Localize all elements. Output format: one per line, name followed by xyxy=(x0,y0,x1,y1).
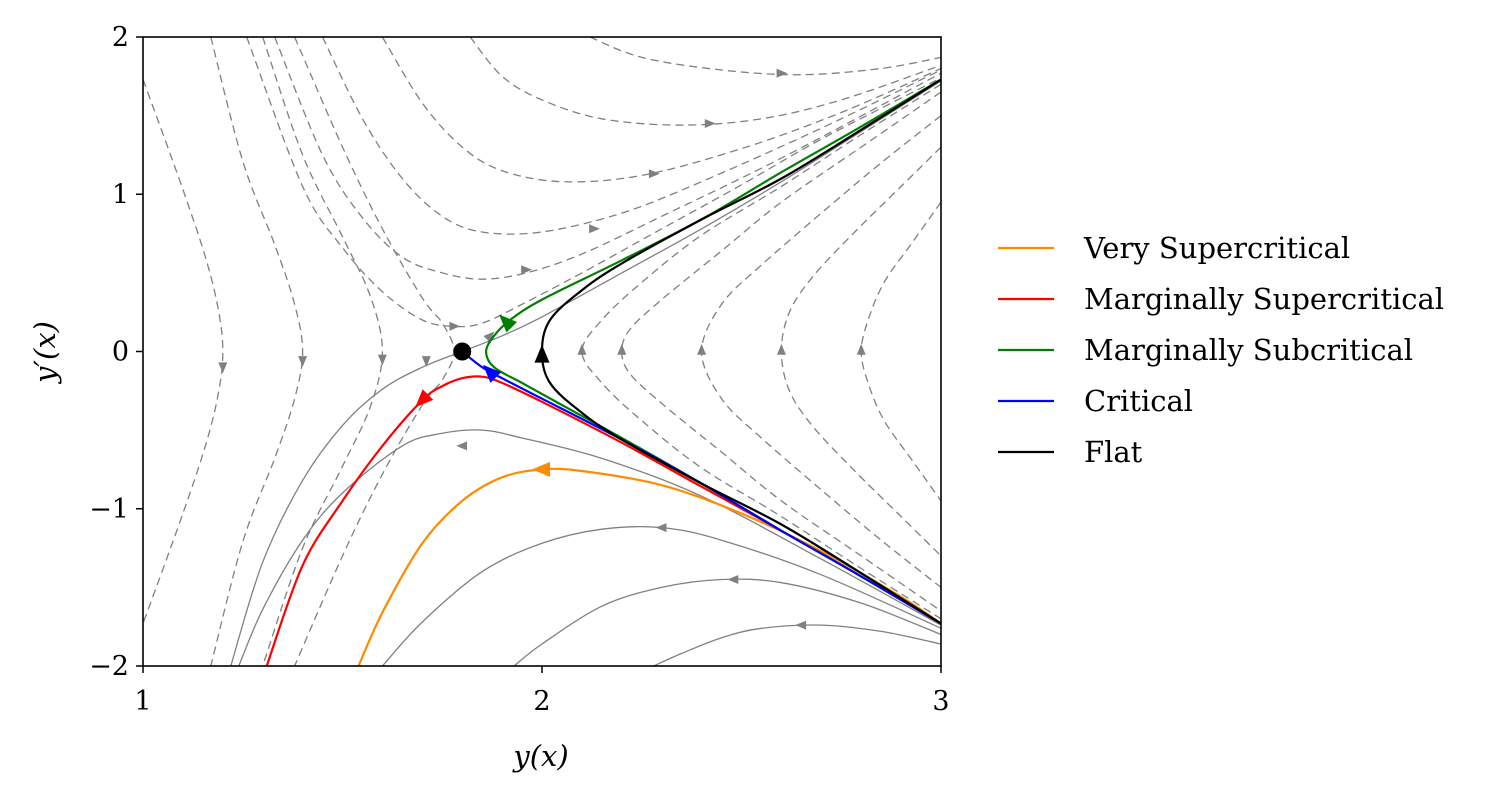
bg-dashed-trajectory-11 xyxy=(621,91,941,612)
x-tick-label-0: 1 xyxy=(134,686,151,717)
series-arrow-very-supercritical xyxy=(532,461,550,477)
bg-dashed-arrow-6 xyxy=(589,224,600,234)
bg-dashed-arrow-11 xyxy=(617,343,627,355)
bg-solid-trajectory-4 xyxy=(230,350,463,666)
bg-solid-trajectory-0 xyxy=(238,429,941,666)
bg-solid-trajectory-2 xyxy=(513,578,941,666)
bg-dashed-trajectory-5 xyxy=(274,37,941,280)
bg-dashed-trajectory-0 xyxy=(143,79,224,624)
bg-dashed-trajectory-1 xyxy=(210,37,304,666)
bg-solid-arrow-5 xyxy=(483,331,495,343)
bg-dashed-arrow-13 xyxy=(776,343,786,355)
x-tick-label-1: 2 xyxy=(533,686,550,717)
axes: 1 2 3 −2 −1 0 1 2 xyxy=(89,22,949,717)
legend-label-flat: Flat xyxy=(1084,435,1143,469)
series-arrow-marginally-supercritical xyxy=(415,389,434,408)
bg-dashed-arrow-8 xyxy=(704,119,716,128)
bg-dashed-trajectory-4 xyxy=(246,37,941,328)
bg-solid-arrow-2 xyxy=(727,575,739,584)
bg-solid-trajectory-3 xyxy=(653,624,941,666)
y-tick-label-2: 0 xyxy=(112,337,129,368)
bg-dashed-arrow-10 xyxy=(577,343,587,355)
bg-dashed-arrow-2 xyxy=(377,354,387,366)
fixed-point-marker xyxy=(453,342,472,361)
bg-solid-arrow-0 xyxy=(456,441,467,451)
bg-dashed-trajectory-9 xyxy=(589,37,941,76)
bg-dashed-arrow-1 xyxy=(298,356,308,367)
legend-label-marginally-subcritical: Marginally Subcritical xyxy=(1084,333,1413,367)
bg-dashed-arrow-5 xyxy=(521,265,532,275)
bg-dashed-trajectory-8 xyxy=(469,37,941,126)
series-arrow-critical xyxy=(483,364,502,383)
bg-dashed-arrow-7 xyxy=(648,169,660,179)
y-axis-label: y′(x) xyxy=(28,321,62,385)
x-tick-label-2: 3 xyxy=(932,686,949,717)
bg-solid-trajectory-5 xyxy=(461,80,941,353)
bg-dashed-trajectory-2 xyxy=(262,37,384,666)
legend-label-very-supercritical: Very Supercritical xyxy=(1083,231,1350,265)
legend-label-marginally-supercritical: Marginally Supercritical xyxy=(1084,282,1444,316)
y-tick-label-4: 2 xyxy=(112,22,129,53)
bg-dashed-trajectory-6 xyxy=(321,37,941,235)
series-line-very-supercritical xyxy=(357,467,941,666)
series-lines xyxy=(265,78,941,666)
bg-solid-arrow-1 xyxy=(655,523,667,533)
bg-dashed-arrow-9 xyxy=(776,68,788,78)
x-axis-label: y(x) xyxy=(511,739,568,773)
series-arrow-marginally-subcritical xyxy=(499,314,518,333)
bg-dashed-arrow-12 xyxy=(697,343,707,355)
bg-dashed-trajectory-7 xyxy=(381,37,941,183)
bg-dashed-trajectory-10 xyxy=(581,83,941,620)
y-tick-label-1: −1 xyxy=(89,494,129,525)
bg-dashed-arrow-14 xyxy=(856,343,866,355)
bg-dashed-arrow-3 xyxy=(421,356,431,367)
legend: Very Supercritical Marginally Supercritic… xyxy=(998,231,1444,469)
markers xyxy=(453,342,472,361)
bg-dashed-arrow-0 xyxy=(218,362,228,374)
legend-label-critical: Critical xyxy=(1084,384,1193,418)
bg-solid-arrow-3 xyxy=(795,620,807,630)
y-tick-label-3: 1 xyxy=(112,179,129,210)
bg-solid-trajectory-1 xyxy=(381,525,941,666)
y-tick-label-0: −2 xyxy=(89,651,129,682)
series-arrow-flat xyxy=(534,344,550,363)
bg-dashed-arrow-4 xyxy=(449,321,461,331)
